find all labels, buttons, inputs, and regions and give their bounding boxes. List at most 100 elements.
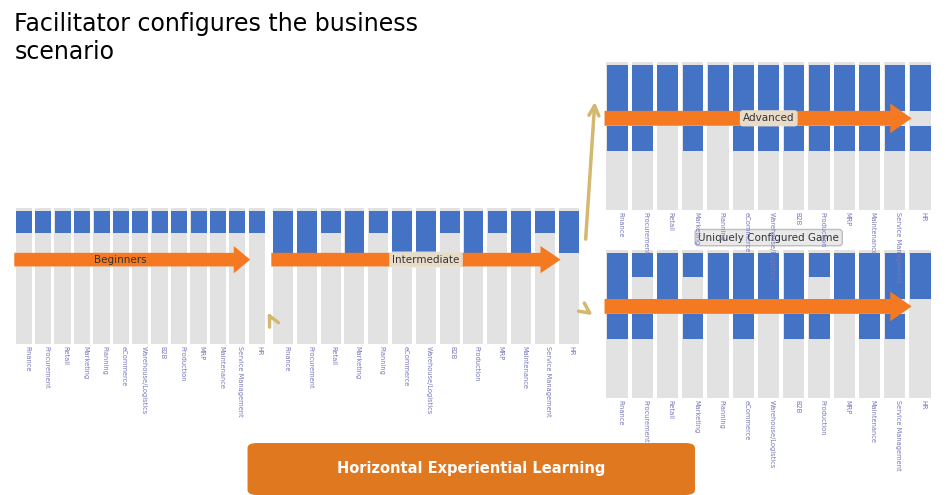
Bar: [910, 274, 931, 298]
Bar: [860, 126, 881, 150]
Bar: [606, 62, 627, 210]
Bar: [910, 86, 931, 110]
Bar: [440, 208, 460, 344]
Bar: [93, 210, 109, 233]
Bar: [113, 210, 129, 233]
Bar: [345, 230, 365, 252]
Bar: [248, 208, 265, 344]
Text: Finance: Finance: [617, 212, 624, 238]
Bar: [606, 65, 627, 90]
Text: MRP: MRP: [497, 346, 504, 360]
Bar: [834, 86, 855, 110]
Bar: [16, 210, 32, 233]
Text: MRP: MRP: [844, 400, 850, 415]
Bar: [860, 253, 881, 277]
Text: Procurement: Procurement: [307, 346, 313, 389]
Bar: [733, 62, 754, 210]
Text: B2B: B2B: [794, 400, 800, 414]
Bar: [632, 314, 653, 339]
Bar: [487, 210, 507, 233]
Text: Maintenance: Maintenance: [521, 346, 527, 389]
Bar: [860, 314, 881, 339]
Bar: [683, 314, 704, 339]
Text: Retail: Retail: [667, 212, 674, 231]
Bar: [834, 250, 855, 398]
Text: Warehouse/Logistics: Warehouse/Logistics: [426, 346, 432, 414]
Text: Marketing: Marketing: [82, 346, 89, 379]
Bar: [859, 62, 881, 210]
Bar: [759, 274, 779, 298]
Bar: [631, 62, 653, 210]
Bar: [884, 253, 905, 277]
Bar: [808, 250, 829, 398]
Text: Service Management: Service Management: [237, 346, 244, 417]
Text: B2B: B2B: [794, 212, 800, 226]
Bar: [707, 250, 728, 398]
Bar: [657, 250, 678, 398]
Text: B2B: B2B: [449, 346, 456, 359]
Bar: [884, 314, 905, 339]
Bar: [909, 62, 931, 210]
Bar: [809, 314, 829, 339]
Text: Service Management: Service Management: [895, 400, 901, 471]
Bar: [910, 65, 931, 90]
Bar: [884, 65, 905, 90]
Bar: [606, 253, 627, 277]
Text: Facilitator configures the business
scenario: Facilitator configures the business scen…: [14, 12, 418, 64]
Bar: [74, 210, 90, 233]
Bar: [606, 86, 627, 110]
Bar: [860, 274, 881, 298]
Bar: [733, 253, 754, 277]
Bar: [759, 86, 779, 110]
Bar: [273, 210, 293, 233]
Bar: [151, 208, 168, 344]
Text: MRP: MRP: [844, 212, 850, 227]
Bar: [606, 126, 627, 150]
Bar: [683, 86, 704, 110]
Bar: [884, 250, 905, 398]
Bar: [273, 230, 293, 252]
Bar: [759, 253, 779, 277]
Bar: [834, 126, 855, 150]
Bar: [54, 208, 70, 344]
Bar: [632, 253, 653, 277]
Bar: [321, 210, 341, 233]
Text: Maintenance: Maintenance: [218, 346, 224, 389]
Bar: [733, 250, 754, 398]
Bar: [511, 208, 531, 344]
Text: MRP: MRP: [199, 346, 205, 360]
Bar: [93, 208, 109, 344]
Bar: [809, 126, 829, 150]
Bar: [35, 208, 51, 344]
Text: Marketing: Marketing: [354, 346, 361, 379]
Text: B2B: B2B: [160, 346, 166, 359]
Bar: [209, 208, 226, 344]
Bar: [708, 274, 728, 298]
Text: Planning: Planning: [102, 346, 108, 375]
Bar: [345, 208, 365, 344]
FancyArrow shape: [605, 292, 912, 321]
Bar: [783, 62, 804, 210]
Bar: [682, 250, 704, 398]
Text: Production: Production: [474, 346, 480, 382]
Text: Retail: Retail: [667, 400, 674, 419]
Bar: [152, 210, 168, 233]
Bar: [808, 62, 829, 210]
Text: Procurement: Procurement: [643, 400, 648, 443]
Bar: [783, 253, 804, 277]
Text: Finance: Finance: [617, 400, 624, 426]
Text: HR: HR: [568, 346, 575, 355]
Text: eCommerce: eCommerce: [121, 346, 127, 387]
Text: Finance: Finance: [24, 346, 30, 372]
Bar: [733, 65, 754, 90]
Bar: [632, 126, 653, 150]
Text: Planning: Planning: [379, 346, 385, 375]
Bar: [416, 210, 436, 233]
Text: Maintenance: Maintenance: [870, 212, 876, 255]
Bar: [708, 253, 728, 277]
Text: HR: HR: [921, 212, 926, 222]
Text: Warehouse/Logistics: Warehouse/Logistics: [141, 346, 147, 414]
Bar: [683, 126, 704, 150]
Bar: [834, 253, 855, 277]
Bar: [210, 210, 226, 233]
